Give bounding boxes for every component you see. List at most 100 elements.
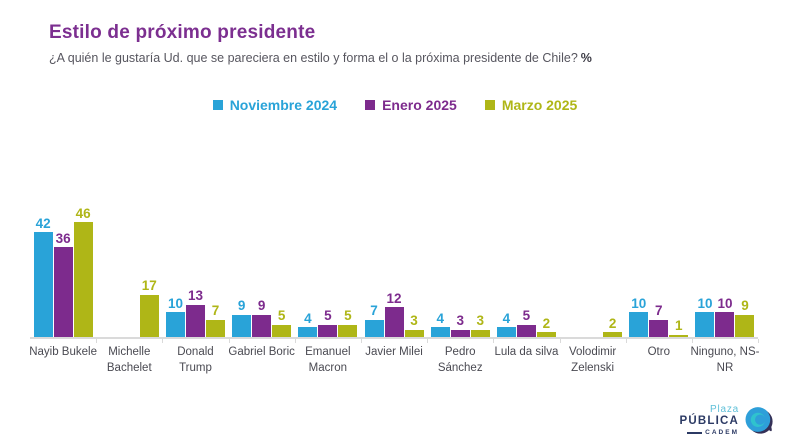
legend-marker-icon bbox=[484, 100, 495, 110]
bar-slot: 9 bbox=[735, 298, 755, 337]
bar-value-label: 12 bbox=[386, 290, 402, 306]
bar bbox=[298, 327, 318, 337]
bar-slot: 13 bbox=[185, 288, 205, 337]
category-label: Gabriel Boric bbox=[228, 346, 295, 358]
bar-slot: 5 bbox=[272, 308, 292, 337]
category-group: 42 36 46 Nayib Bukele bbox=[29, 177, 98, 358]
bar-slot: 4 bbox=[430, 310, 450, 337]
bar-slot: 2 bbox=[536, 315, 556, 337]
bar-slot: 7 bbox=[649, 303, 669, 337]
bar-value-label: 2 bbox=[542, 315, 551, 331]
bar-slot: 10 bbox=[629, 296, 649, 337]
category-label: Javier Milei bbox=[365, 346, 423, 358]
chart-subtitle: ¿A quién le gustaría Ud. que se parecier… bbox=[49, 51, 592, 65]
bar-slot: 7 bbox=[364, 303, 384, 337]
category-label: Pedro Sánchez bbox=[437, 346, 483, 374]
bar bbox=[496, 327, 516, 337]
bar-value-label: 9 bbox=[741, 298, 749, 313]
logo-plaza-label: Plaza bbox=[709, 404, 739, 415]
legend-item-marzo-2025: Marzo 2025 bbox=[484, 97, 578, 113]
bar-value-label: 46 bbox=[75, 205, 91, 221]
bar-cluster: 10 10 9 bbox=[692, 295, 758, 337]
bar-slot: 3 bbox=[404, 313, 424, 337]
bar bbox=[715, 312, 735, 337]
bar bbox=[232, 314, 252, 337]
bar-value-label: 17 bbox=[141, 278, 157, 293]
bar-value-label: 7 bbox=[655, 303, 663, 318]
bar-value-label: 42 bbox=[35, 215, 51, 231]
bar-slot: 3 bbox=[450, 314, 470, 337]
bar-value-label: 5 bbox=[522, 308, 531, 323]
bar-value-label: 5 bbox=[324, 308, 332, 323]
bar bbox=[338, 324, 358, 337]
bar bbox=[450, 329, 470, 337]
legend-marker-icon bbox=[365, 100, 376, 110]
category-group: 10 13 7 Donald Trump bbox=[162, 177, 230, 374]
bar bbox=[603, 332, 623, 337]
bar bbox=[252, 314, 272, 337]
bar-slot: 3 bbox=[470, 314, 490, 337]
subtitle-percent-sign: % bbox=[580, 51, 592, 65]
category-label: Lula da silva bbox=[494, 346, 559, 358]
legend-label: Marzo 2025 bbox=[501, 97, 578, 113]
bar-slot: 4 bbox=[298, 310, 318, 337]
bar-value-label: 4 bbox=[502, 310, 511, 326]
category-group: 4 5 5 Emanuel Macron bbox=[295, 177, 363, 374]
bar-value-label: 9 bbox=[257, 298, 266, 313]
bar-slot: 5 bbox=[338, 309, 358, 337]
bar-value-label: 10 bbox=[717, 295, 733, 311]
bar bbox=[384, 307, 404, 337]
bar-value-label: 1 bbox=[675, 318, 683, 333]
bar bbox=[318, 324, 338, 337]
category-label: Michelle Bachelet bbox=[106, 346, 152, 374]
bar-cluster: 10 7 1 bbox=[626, 296, 692, 337]
bar-cluster: 42 36 46 bbox=[30, 205, 96, 337]
bar-value-label: 7 bbox=[370, 303, 378, 318]
bar-value-label: 36 bbox=[55, 230, 71, 246]
category-group: 9 9 5 Gabriel Boric bbox=[228, 177, 296, 358]
subtitle-question: ¿A quién le gustaría Ud. que se parecier… bbox=[49, 51, 578, 65]
bar-value-label: 5 bbox=[277, 308, 286, 323]
bar bbox=[53, 247, 73, 337]
bar bbox=[272, 324, 292, 337]
bar-slot: 9 bbox=[252, 298, 272, 337]
bar bbox=[695, 312, 715, 337]
bar-cluster: 2 bbox=[560, 316, 626, 337]
legend-label: Noviembre 2024 bbox=[229, 97, 338, 113]
bar-slot: 10 bbox=[695, 296, 715, 337]
bar bbox=[536, 332, 556, 337]
legend-item-enero-2025: Enero 2025 bbox=[365, 97, 457, 113]
plaza-publica-cadem-logo: Plaza PÚBLICA CADEM bbox=[679, 405, 774, 436]
bar bbox=[185, 304, 205, 337]
bar-slot: 1 bbox=[669, 318, 689, 337]
bar-slot: 9 bbox=[232, 299, 252, 337]
bar bbox=[669, 334, 689, 337]
bar-slot: 4 bbox=[496, 310, 516, 337]
bar bbox=[165, 312, 185, 337]
bar-slot: 2 bbox=[603, 316, 623, 337]
bar-value-label: 3 bbox=[410, 313, 418, 328]
bar bbox=[205, 319, 225, 337]
category-label: Emanuel Macron bbox=[305, 346, 351, 374]
bar bbox=[430, 327, 450, 337]
bar-cluster: 10 13 7 bbox=[162, 289, 228, 337]
bar bbox=[364, 319, 384, 337]
chart-legend: Noviembre 2024 Enero 2025 Marzo 2025 bbox=[0, 97, 790, 113]
bar-value-label: 4 bbox=[436, 310, 444, 326]
category-group: 17 Michelle Bachelet bbox=[96, 177, 164, 374]
bar bbox=[404, 329, 424, 337]
category-group: 10 10 9 Ninguno, NS- NR bbox=[690, 177, 759, 373]
speech-bubble-icon bbox=[745, 406, 773, 434]
category-group: 4 3 3 Pedro Sánchez bbox=[427, 177, 495, 374]
bar-value-label: 13 bbox=[187, 288, 203, 303]
bar-cluster: 7 12 3 bbox=[361, 290, 427, 337]
bar bbox=[629, 312, 649, 337]
category-label: Volodimir Zelenski bbox=[568, 346, 617, 374]
bar-slot: 42 bbox=[33, 215, 53, 337]
logo-divider-line bbox=[687, 432, 703, 434]
bar-value-label: 4 bbox=[304, 310, 312, 326]
bar-slot: 5 bbox=[516, 308, 536, 337]
